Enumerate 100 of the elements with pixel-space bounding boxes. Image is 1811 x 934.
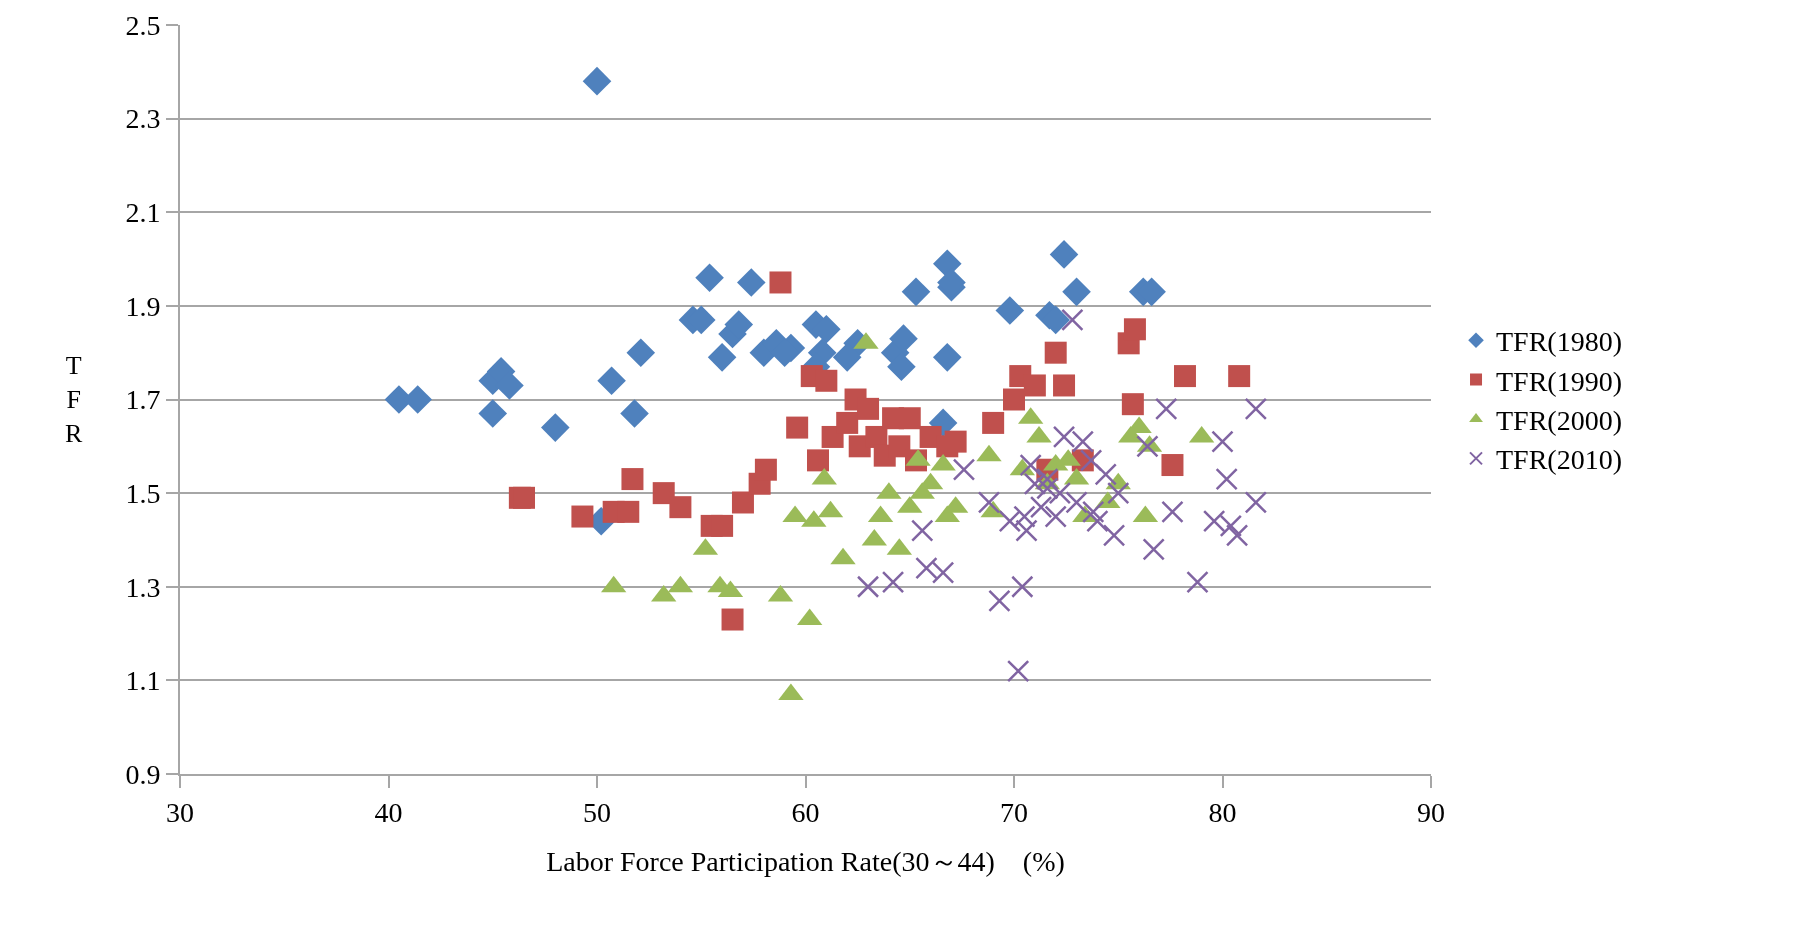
- point: [769, 271, 792, 294]
- point: [1161, 454, 1184, 477]
- point: [836, 411, 859, 434]
- point: [857, 397, 880, 420]
- point: [1061, 308, 1084, 332]
- point: [617, 500, 640, 523]
- point: [541, 413, 570, 442]
- point: [952, 458, 976, 481]
- point: [626, 338, 656, 367]
- point: [621, 468, 644, 491]
- point: [652, 482, 675, 505]
- y-tick-label: 0.9: [125, 758, 161, 790]
- point: [1029, 495, 1053, 519]
- point: [832, 343, 862, 372]
- point: [1136, 435, 1159, 458]
- point: [754, 458, 777, 481]
- point: [982, 411, 1005, 434]
- y-tick-label: 1.9: [125, 290, 161, 322]
- point: [1048, 481, 1072, 505]
- point: [1062, 277, 1091, 307]
- x-tick-label: 70: [1000, 796, 1028, 828]
- point: [856, 575, 880, 598]
- point: [711, 514, 734, 537]
- point: [620, 399, 649, 428]
- point: [1215, 467, 1238, 491]
- point: [1086, 509, 1109, 533]
- point: [1244, 491, 1268, 514]
- point: [513, 486, 536, 509]
- point: [1011, 575, 1034, 598]
- point: [1107, 481, 1130, 505]
- point: [911, 519, 934, 542]
- point: [731, 491, 754, 514]
- point: [889, 324, 918, 353]
- point: [1036, 477, 1059, 500]
- point: [1006, 659, 1030, 683]
- point: [1211, 430, 1234, 453]
- x-tick-label: 60: [791, 796, 820, 828]
- point: [1049, 240, 1079, 269]
- point: [988, 589, 1011, 613]
- point: [1003, 388, 1025, 411]
- x-tick-label: 90: [1417, 796, 1445, 828]
- point: [1071, 430, 1095, 453]
- legend-label: TFR(2010): [1496, 444, 1623, 476]
- x-axis-title: Labor Force Participation Rate(30～44) (%): [546, 846, 1065, 878]
- point: [1173, 365, 1196, 388]
- point: [478, 399, 508, 428]
- point: [1154, 397, 1178, 421]
- point: [1228, 365, 1251, 388]
- point: [1202, 509, 1226, 533]
- point: [495, 371, 524, 400]
- y-tick-label: 2.5: [125, 9, 161, 41]
- point: [807, 449, 830, 472]
- legend-label: TFR(2000): [1496, 404, 1623, 436]
- point: [736, 268, 766, 297]
- point: [1044, 341, 1067, 364]
- x-tick-label: 50: [583, 796, 611, 828]
- point: [786, 416, 809, 439]
- point: [1015, 519, 1038, 542]
- point: [695, 263, 724, 293]
- point: [1094, 463, 1117, 486]
- point: [998, 509, 1022, 533]
- point: [571, 505, 594, 528]
- point: [901, 277, 931, 307]
- point: [1225, 524, 1249, 547]
- y-tick-label: 1.5: [125, 477, 161, 509]
- y-tick-label: 1.7: [125, 384, 161, 416]
- point: [1079, 449, 1103, 472]
- point: [898, 407, 921, 430]
- y-tick-label: 2.3: [125, 103, 161, 135]
- x-tick-label: 40: [374, 796, 403, 828]
- point: [1161, 500, 1184, 524]
- y-tick-label: 1.1: [125, 665, 161, 697]
- point: [1065, 491, 1088, 514]
- point: [669, 496, 692, 519]
- point: [1053, 374, 1076, 397]
- point: [582, 66, 612, 96]
- point: [995, 296, 1025, 325]
- point: [1081, 500, 1105, 524]
- point: [1036, 467, 1059, 491]
- point: [977, 491, 1001, 514]
- y-tick-label: 1.3: [125, 571, 161, 603]
- point: [815, 369, 838, 392]
- point: [915, 556, 938, 580]
- x-tick-label: 80: [1208, 796, 1237, 828]
- point: [1219, 514, 1243, 538]
- point: [931, 561, 955, 584]
- point: [1142, 538, 1165, 561]
- point: [1019, 453, 1042, 477]
- point: [881, 570, 905, 594]
- point: [888, 435, 911, 458]
- point: [1052, 425, 1076, 449]
- point: [1123, 318, 1146, 341]
- legend-label: TFR(1980): [1496, 326, 1623, 358]
- point: [1013, 505, 1036, 528]
- point: [1186, 570, 1209, 594]
- point: [707, 343, 737, 372]
- x-tick-label: 30: [166, 796, 194, 828]
- y-axis-title: TFR: [65, 351, 83, 448]
- legend-label: TFR(1990): [1496, 365, 1623, 397]
- point: [721, 608, 744, 631]
